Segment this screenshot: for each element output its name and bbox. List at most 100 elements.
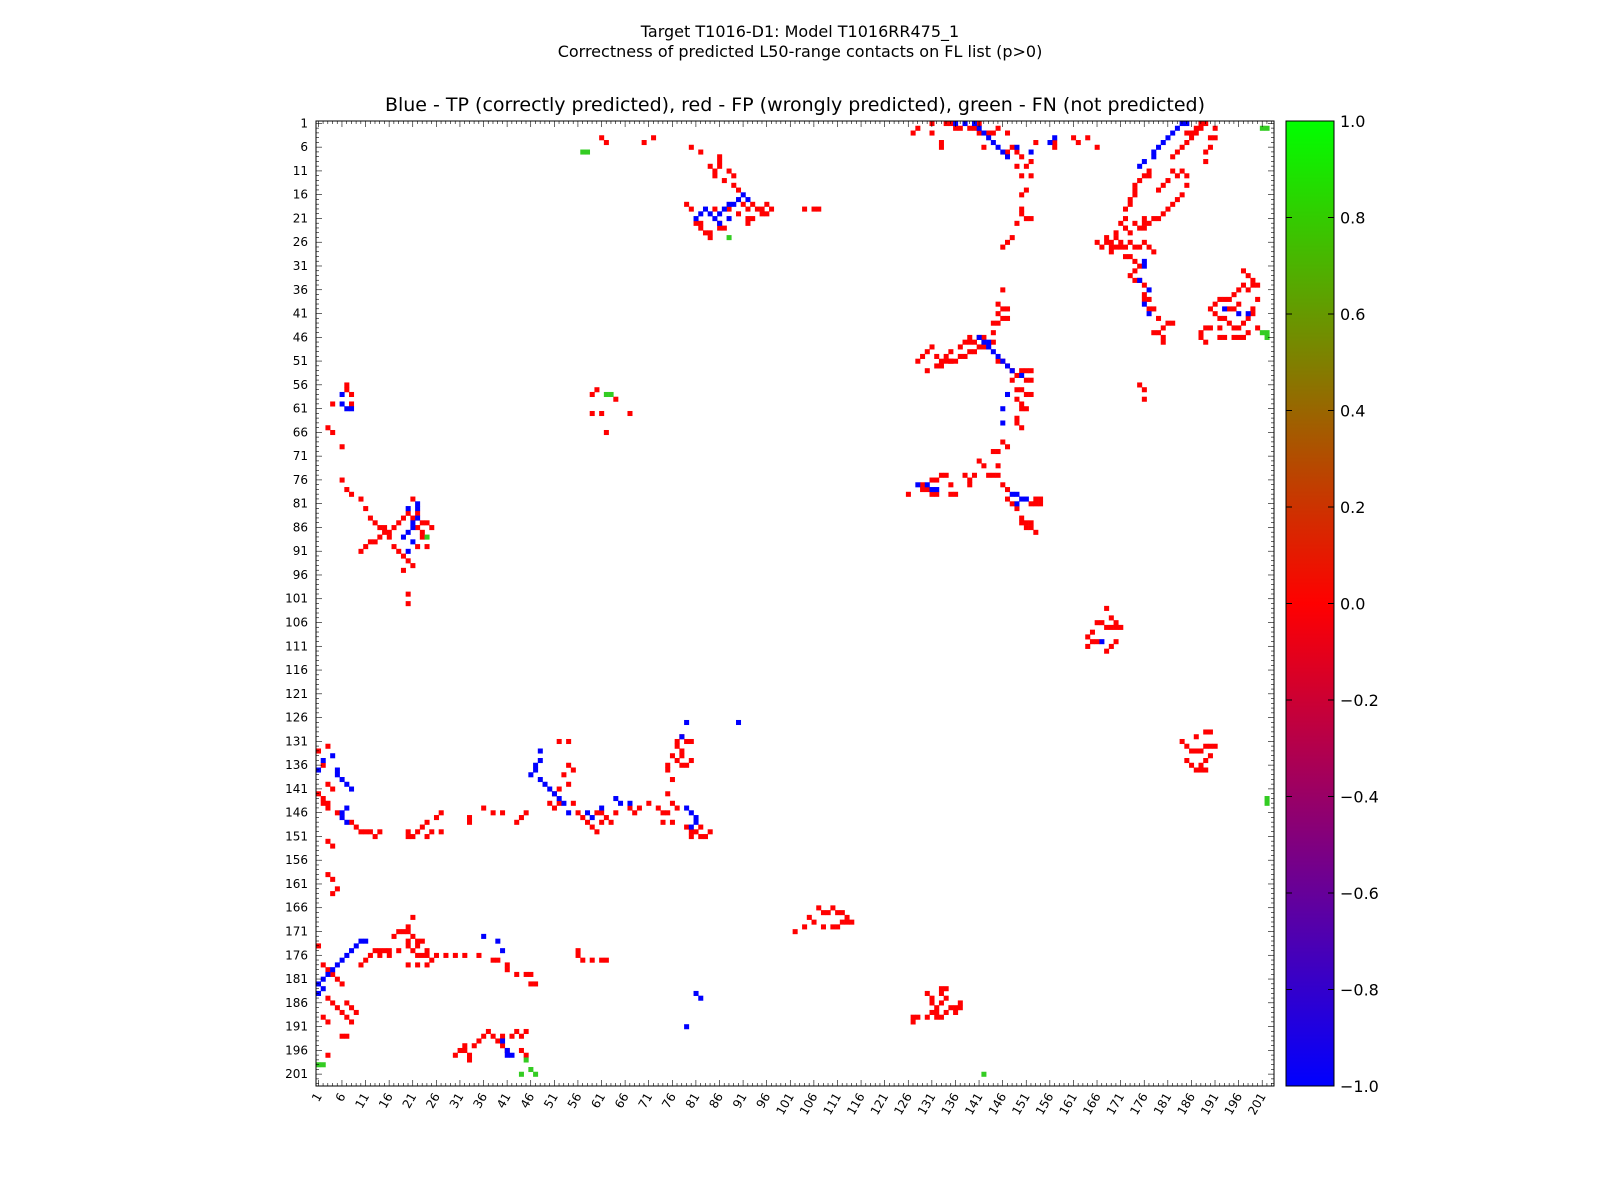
tp-cell [717,220,723,226]
fp-cell [500,1033,506,1039]
fp-cell [339,981,345,987]
y-tick-label: 41 [293,307,308,321]
fp-cell [929,130,935,136]
x-tick-label: 31 [447,1091,467,1111]
fp-cell [1028,368,1034,374]
fp-cell [1122,225,1129,231]
x-tick-label: 16 [376,1091,396,1111]
fp-cell [1236,287,1242,293]
tp-cell [986,339,992,345]
fp-cell [811,206,817,212]
fp-cell [1207,325,1213,331]
fp-cell [665,791,671,797]
fp-cell [990,130,996,136]
tp-cell [400,534,406,540]
tp-cell [1170,130,1176,136]
tp-cell [1137,277,1143,283]
fp-cell [1203,149,1209,155]
fp-cell [1160,334,1166,340]
fp-cell [924,1014,930,1020]
fp-cell [825,910,831,916]
fp-cell [377,952,383,958]
fp-cell [367,539,373,545]
fp-cell [325,781,331,787]
fp-cell [325,800,331,806]
fp-cell [603,815,609,821]
tp-cell [556,796,562,802]
y-tick-label: 66 [293,425,308,439]
y-tick-label: 61 [293,402,308,416]
fp-cell [1240,320,1246,326]
y-tick-label: 6 [300,140,308,154]
x-tick-label: 111 [820,1091,844,1118]
tp-cell [358,938,364,944]
fp-cell [981,344,987,350]
fp-cell [330,971,336,977]
tp-cell [1005,154,1011,160]
tp-cell [551,791,557,797]
fp-cell [995,449,1001,455]
fp-cell [929,344,935,350]
fp-cell [349,819,355,825]
fp-cell [1108,244,1114,250]
tp-cell [717,211,723,217]
fp-cell [405,601,411,607]
fp-cell [712,168,718,174]
fp-cell [924,349,930,355]
tp-cell [726,216,732,222]
fp-cell [948,482,954,488]
fp-cell [1179,168,1185,174]
fp-cell [599,957,605,963]
tp-cell [405,548,411,554]
fp-cell [971,472,977,478]
fp-cell [457,1047,463,1054]
fp-cell [806,914,812,920]
fp-cell [731,173,737,179]
fp-cell [627,410,633,417]
tp-cell [693,815,699,821]
fp-cell [334,886,340,892]
fp-cell [990,472,996,478]
fp-cell [613,396,619,402]
fp-cell [1193,130,1199,136]
fp-cell [707,163,713,169]
y-tick-label: 21 [293,211,308,225]
fp-cell [669,753,675,759]
fp-cell [750,201,756,207]
fp-cell [533,981,539,987]
fp-cell [452,1052,458,1058]
x-tick-label: 66 [612,1091,632,1111]
fp-cell [830,905,836,911]
fp-cell [1005,496,1011,502]
tp-cell [627,800,633,806]
fp-cell [1170,154,1176,160]
fp-cell [1019,387,1025,393]
fp-cell [1141,282,1147,288]
tp-cell [1141,301,1147,307]
fp-cell [1118,244,1124,250]
fn-cell [981,1071,987,1077]
fp-cell [1113,639,1119,645]
fp-cell [490,810,496,816]
tp-cell [1151,154,1157,160]
fp-cell [1179,192,1185,198]
tp-cell [320,986,326,992]
fp-cell [1245,273,1251,279]
fp-cell [990,330,996,336]
fp-cell [547,800,553,806]
fp-cell [1113,230,1119,236]
fp-cell [1207,753,1213,759]
tp-cell [736,719,742,726]
fp-cell [684,824,690,830]
y-tick-label: 111 [285,639,308,653]
fp-cell [419,824,425,830]
fp-cell [962,353,968,359]
tp-cell [1000,149,1006,155]
fp-cell [1094,620,1100,626]
fp-cell [330,1000,336,1006]
fp-cell [934,1014,940,1020]
fp-cell [1000,315,1006,321]
fp-cell [1005,306,1011,312]
tp-cell [976,125,982,131]
fp-cell [769,206,775,212]
